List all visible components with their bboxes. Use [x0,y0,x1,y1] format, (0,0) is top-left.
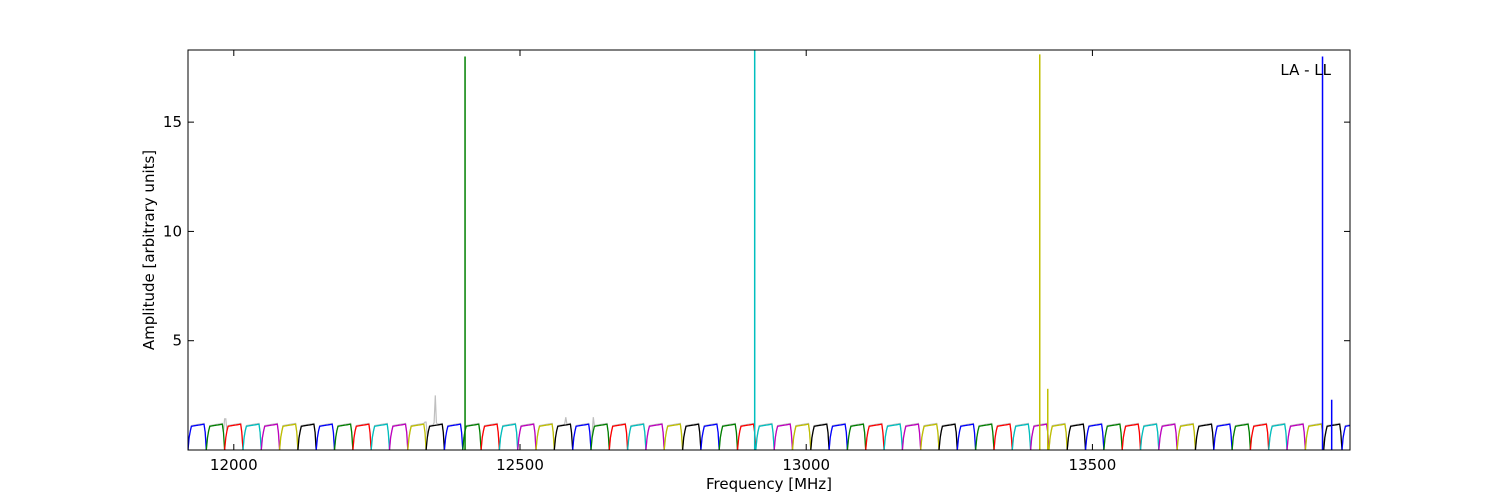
channel-trace [681,423,702,450]
channel-trace [223,423,244,450]
channel-trace [626,423,647,450]
channel-trace [425,423,446,450]
channel-trace [755,423,775,450]
ticks-layer: 12000 12500 13000 13500 5 10 15 [163,50,1350,474]
channel-trace [1323,423,1343,450]
channel-trace [480,423,501,450]
channel-trace [188,423,207,450]
channel-trace [1268,423,1288,450]
channel-trace [352,423,372,450]
channel-trace [700,423,720,450]
corner-annotation: LA - LL [1280,61,1331,79]
channel-trace [1231,423,1252,450]
channel-trace [517,423,537,450]
channel-trace [1158,423,1178,450]
channel-trace [920,423,940,450]
channel-trace [938,423,958,450]
channel-trace [718,423,739,450]
x-tick-label: 12500 [496,456,544,474]
background-trace [188,395,1350,450]
channel-trace [1048,423,1068,450]
x-tick-label: 13500 [1069,456,1117,474]
channel-trace [791,423,812,450]
x-tick-label: 13000 [782,456,830,474]
channel-trace [608,423,629,450]
channel-trace [736,423,757,450]
x-tick-label: 12000 [210,456,258,474]
channel-trace [828,423,849,450]
channel-trace [205,423,226,450]
channel-trace [810,423,830,450]
channel-trace [993,423,1013,450]
channel-trace [498,423,519,450]
channel-trace [370,423,391,450]
channel-trace [462,423,482,450]
channel-trace [1084,423,1105,450]
channel-trace [407,423,427,450]
channel-trace [242,423,262,450]
channel-trace [1121,423,1142,450]
y-tick-label: 5 [172,332,182,350]
channel-trace [297,423,317,450]
channel-trace [974,423,995,450]
y-tick-label: 10 [163,222,182,240]
channel-trace [590,423,610,450]
x-axis-label: Frequency [MHz] [706,475,832,493]
channel-trace [1213,423,1233,450]
channel-trace [443,423,464,450]
channel-trace [773,423,794,450]
channel-trace [865,423,885,450]
channel-trace [1066,423,1087,450]
channel-trace [1103,423,1123,450]
plot-frame [187,49,1351,451]
channel-trace [1176,423,1197,450]
channel-trace [388,423,409,450]
channel-trace [1139,423,1160,450]
channel-trace [1304,423,1325,450]
channel-trace [260,423,281,450]
channel-trace [846,423,867,450]
y-tick-label: 15 [163,113,182,131]
channel-trace [278,423,299,450]
channel-trace [553,423,574,450]
channel-trace [1011,423,1032,450]
series-layer [188,50,1350,450]
channel-trace [1194,423,1215,450]
channel-trace [1341,424,1350,450]
channel-trace [645,423,665,450]
channel-trace [901,423,922,450]
channel-trace [1249,423,1270,450]
channel-trace [535,423,555,450]
channel-trace [333,423,354,450]
channel-trace [663,423,684,450]
channel-trace [572,423,592,450]
channel-trace [1286,423,1307,450]
channel-trace [956,423,977,450]
channel-trace [883,423,904,450]
channel-trace [315,423,336,450]
y-axis-label: Amplitude [arbitrary units] [140,150,158,350]
